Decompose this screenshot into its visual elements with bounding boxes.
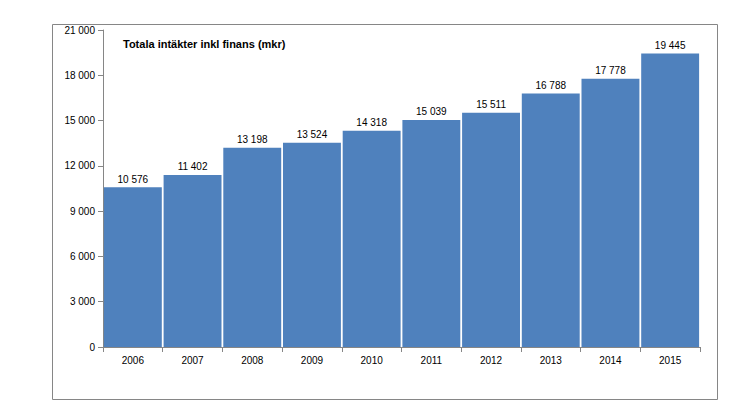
svg-text:2010: 2010 <box>361 355 384 366</box>
svg-text:0: 0 <box>89 342 95 353</box>
svg-text:15 511: 15 511 <box>476 99 506 110</box>
svg-text:2009: 2009 <box>301 355 324 366</box>
svg-text:13 524: 13 524 <box>297 129 328 140</box>
svg-text:17 778: 17 778 <box>595 65 626 76</box>
svg-text:9 000: 9 000 <box>70 206 95 217</box>
svg-text:14 318: 14 318 <box>356 117 387 128</box>
svg-text:18 000: 18 000 <box>64 70 95 81</box>
svg-text:2013: 2013 <box>540 355 563 366</box>
svg-text:3 000: 3 000 <box>70 296 95 307</box>
svg-text:21 000: 21 000 <box>64 25 95 36</box>
svg-text:15 000: 15 000 <box>64 115 95 126</box>
svg-text:19 445: 19 445 <box>655 40 686 51</box>
svg-text:12 000: 12 000 <box>64 160 95 171</box>
svg-text:2006: 2006 <box>122 355 145 366</box>
svg-text:Totala intäkter inkl finans (m: Totala intäkter inkl finans (mkr) <box>123 38 286 50</box>
svg-text:13 198: 13 198 <box>237 134 268 145</box>
svg-text:16 788: 16 788 <box>535 80 566 91</box>
svg-text:2007: 2007 <box>181 355 204 366</box>
svg-text:15 039: 15 039 <box>416 106 447 117</box>
svg-text:2014: 2014 <box>599 355 622 366</box>
svg-text:6 000: 6 000 <box>70 251 95 262</box>
svg-text:2008: 2008 <box>241 355 264 366</box>
svg-text:10 576: 10 576 <box>118 174 149 185</box>
svg-text:2015: 2015 <box>659 355 682 366</box>
svg-text:2012: 2012 <box>480 355 503 366</box>
svg-text:11 402: 11 402 <box>178 161 208 172</box>
svg-text:2011: 2011 <box>421 355 443 366</box>
